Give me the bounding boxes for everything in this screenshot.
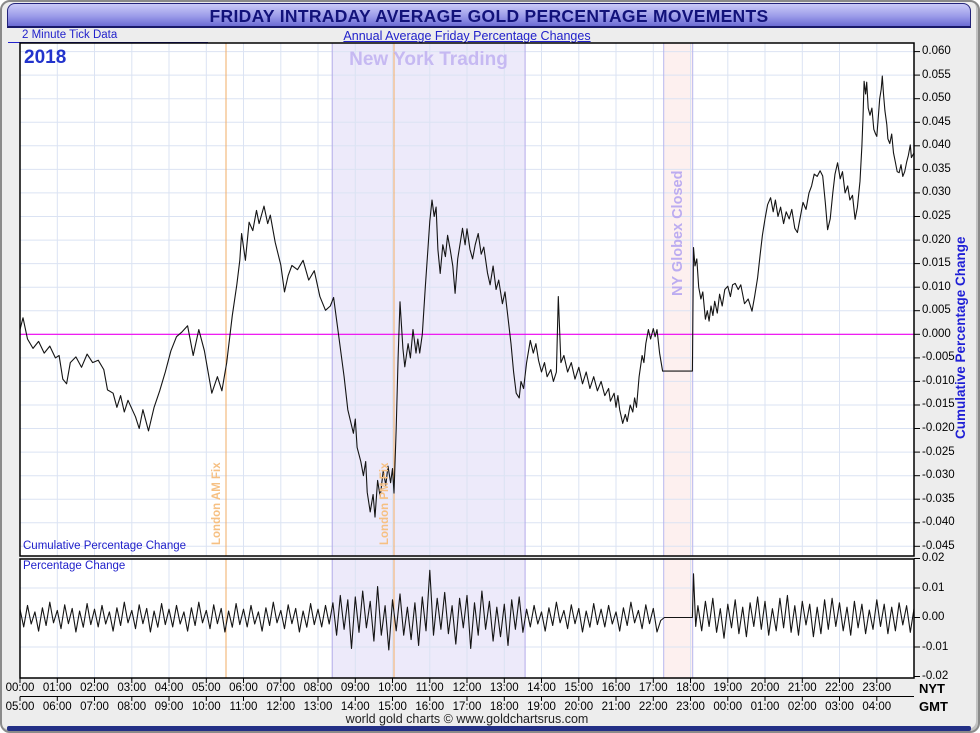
bottom-accent-bar xyxy=(7,726,971,731)
y-tick-label-cumulative: 0.035 xyxy=(922,162,951,175)
x-tick-label-nyt: 15:00 xyxy=(564,682,594,694)
london-am-fix-label: London AM Fix xyxy=(211,462,223,545)
x-tick-label-nyt: 13:00 xyxy=(489,682,519,694)
x-tick-label-nyt: 11:00 xyxy=(415,682,444,694)
y-tick-label-percentage: -0.01 xyxy=(922,640,949,653)
x-tick-label-gmt: 22:00 xyxy=(638,700,668,713)
y-tick-label-cumulative: 0.060 xyxy=(922,45,951,58)
x-tick-label-gmt: 05:00 xyxy=(5,700,35,713)
x-tick-label-gmt: 11:00 xyxy=(229,700,258,713)
x-tick-label-gmt: 21:00 xyxy=(601,700,631,713)
y-tick-label-cumulative: 0.040 xyxy=(922,139,951,152)
x-tick-label-nyt: 02:00 xyxy=(80,682,109,694)
x-tick-label-gmt: 00:00 xyxy=(713,700,743,713)
y-tick-label-percentage: 0.02 xyxy=(922,552,945,564)
x-tick-label-nyt: 03:00 xyxy=(117,682,147,694)
x-tick-label-nyt: 18:00 xyxy=(676,682,705,694)
x-tick-label-nyt: 19:00 xyxy=(713,682,743,694)
y-tick-label-cumulative: 0.045 xyxy=(922,115,951,128)
x-tick-label-nyt: 08:00 xyxy=(303,682,333,694)
x-tick-label-gmt: 07:00 xyxy=(80,700,109,713)
x-tick-label-gmt: 08:00 xyxy=(117,700,147,713)
globex-closed-band-label: NY Globex Closed xyxy=(670,170,686,296)
y-tick-label-cumulative: 0.005 xyxy=(922,304,951,317)
y-tick-label-cumulative: 0.015 xyxy=(922,257,951,270)
right-axis-title: Cumulative Percentage Change xyxy=(953,236,968,439)
x-tick-label-nyt: 22:00 xyxy=(825,682,854,694)
x-tick-label-nyt: 10:00 xyxy=(378,682,407,694)
chart-subtitle: Annual Average Friday Percentage Changes xyxy=(343,29,591,43)
year-label: 2018 xyxy=(24,47,67,68)
tick-data-note: 2 Minute Tick Data xyxy=(22,29,118,41)
lower-panel-label: Percentage Change xyxy=(23,560,126,572)
x-tick-label-gmt: 04:00 xyxy=(862,700,892,713)
y-tick-label-cumulative: -0.040 xyxy=(922,516,955,529)
y-tick-label-percentage: -0.02 xyxy=(922,670,949,682)
y-tick-label-cumulative: -0.025 xyxy=(922,445,955,458)
x-tick-label-nyt: 16:00 xyxy=(601,682,631,694)
x-tick-label-gmt: 15:00 xyxy=(378,700,407,713)
x-tick-label-gmt: 09:00 xyxy=(154,700,184,713)
y-tick-label-cumulative: -0.045 xyxy=(922,539,955,552)
x-tick-label-nyt: 00:00 xyxy=(5,682,35,694)
x-tick-label-gmt: 10:00 xyxy=(191,700,221,713)
x-tick-label-gmt: 23:00 xyxy=(676,700,705,713)
y-tick-label-cumulative: -0.030 xyxy=(922,469,955,482)
x-tick-label-nyt: 04:00 xyxy=(154,682,184,694)
y-tick-label-percentage: 0.01 xyxy=(922,581,945,594)
x-tick-label-gmt: 19:00 xyxy=(527,700,556,713)
london-pm-fix-label: London PM Fix xyxy=(379,462,391,545)
title-bar: FRIDAY INTRADAY AVERAGE GOLD PERCENTAGE … xyxy=(7,3,971,28)
x-tick-label-nyt: 06:00 xyxy=(229,682,258,694)
x-tick-label-gmt: 17:00 xyxy=(452,700,482,713)
x-tick-label-nyt: 20:00 xyxy=(750,682,780,694)
gmt-axis-caption: GMT xyxy=(919,699,948,714)
y-tick-label-cumulative: -0.005 xyxy=(922,351,955,364)
y-tick-label-cumulative: 0.050 xyxy=(922,92,951,105)
y-tick-label-cumulative: -0.020 xyxy=(922,422,955,435)
x-tick-label-gmt: 18:00 xyxy=(489,700,519,713)
y-tick-label-cumulative: -0.010 xyxy=(922,374,955,387)
x-tick-label-gmt: 14:00 xyxy=(340,700,370,713)
x-tick-label-nyt: 17:00 xyxy=(638,682,668,694)
x-tick-label-gmt: 20:00 xyxy=(564,700,594,713)
x-tick-label-nyt: 09:00 xyxy=(340,682,370,694)
x-tick-label-nyt: 05:00 xyxy=(191,682,221,694)
y-tick-label-cumulative: 0.025 xyxy=(922,210,951,222)
x-tick-label-nyt: 21:00 xyxy=(787,682,817,694)
y-tick-label-cumulative: 0.030 xyxy=(922,186,951,199)
y-tick-label-cumulative: 0.000 xyxy=(922,327,951,340)
x-tick-label-nyt: 01:00 xyxy=(42,682,72,694)
x-tick-label-nyt: 07:00 xyxy=(266,682,296,694)
x-tick-label-gmt: 06:00 xyxy=(42,700,72,713)
x-tick-label-nyt: 14:00 xyxy=(527,682,556,694)
x-tick-label-gmt: 12:00 xyxy=(266,700,296,713)
y-tick-label-cumulative: -0.035 xyxy=(922,492,955,505)
y-tick-label-cumulative: 0.055 xyxy=(922,68,951,81)
main-panel-label: Cumulative Percentage Change xyxy=(23,540,187,552)
x-tick-label-gmt: 16:00 xyxy=(415,700,445,713)
x-tick-label-nyt: 12:00 xyxy=(452,682,482,694)
footer-credit: world gold charts © www.goldchartsrus.co… xyxy=(345,712,589,726)
x-tick-label-gmt: 13:00 xyxy=(303,700,333,713)
y-tick-label-cumulative: -0.015 xyxy=(922,398,955,411)
y-tick-label-percentage: 0.00 xyxy=(922,611,945,623)
y-tick-label-cumulative: 0.020 xyxy=(922,233,951,246)
x-tick-label-nyt: 23:00 xyxy=(862,682,892,694)
x-tick-label-gmt: 02:00 xyxy=(787,700,817,713)
ny-trading-band-label: New York Trading xyxy=(349,49,508,70)
x-tick-label-gmt: 01:00 xyxy=(750,700,780,713)
y-tick-label-cumulative: 0.010 xyxy=(922,280,951,293)
nyt-axis-caption: NYT xyxy=(919,681,945,696)
page-title: FRIDAY INTRADAY AVERAGE GOLD PERCENTAGE … xyxy=(209,6,769,26)
x-tick-label-gmt: 03:00 xyxy=(825,700,854,713)
